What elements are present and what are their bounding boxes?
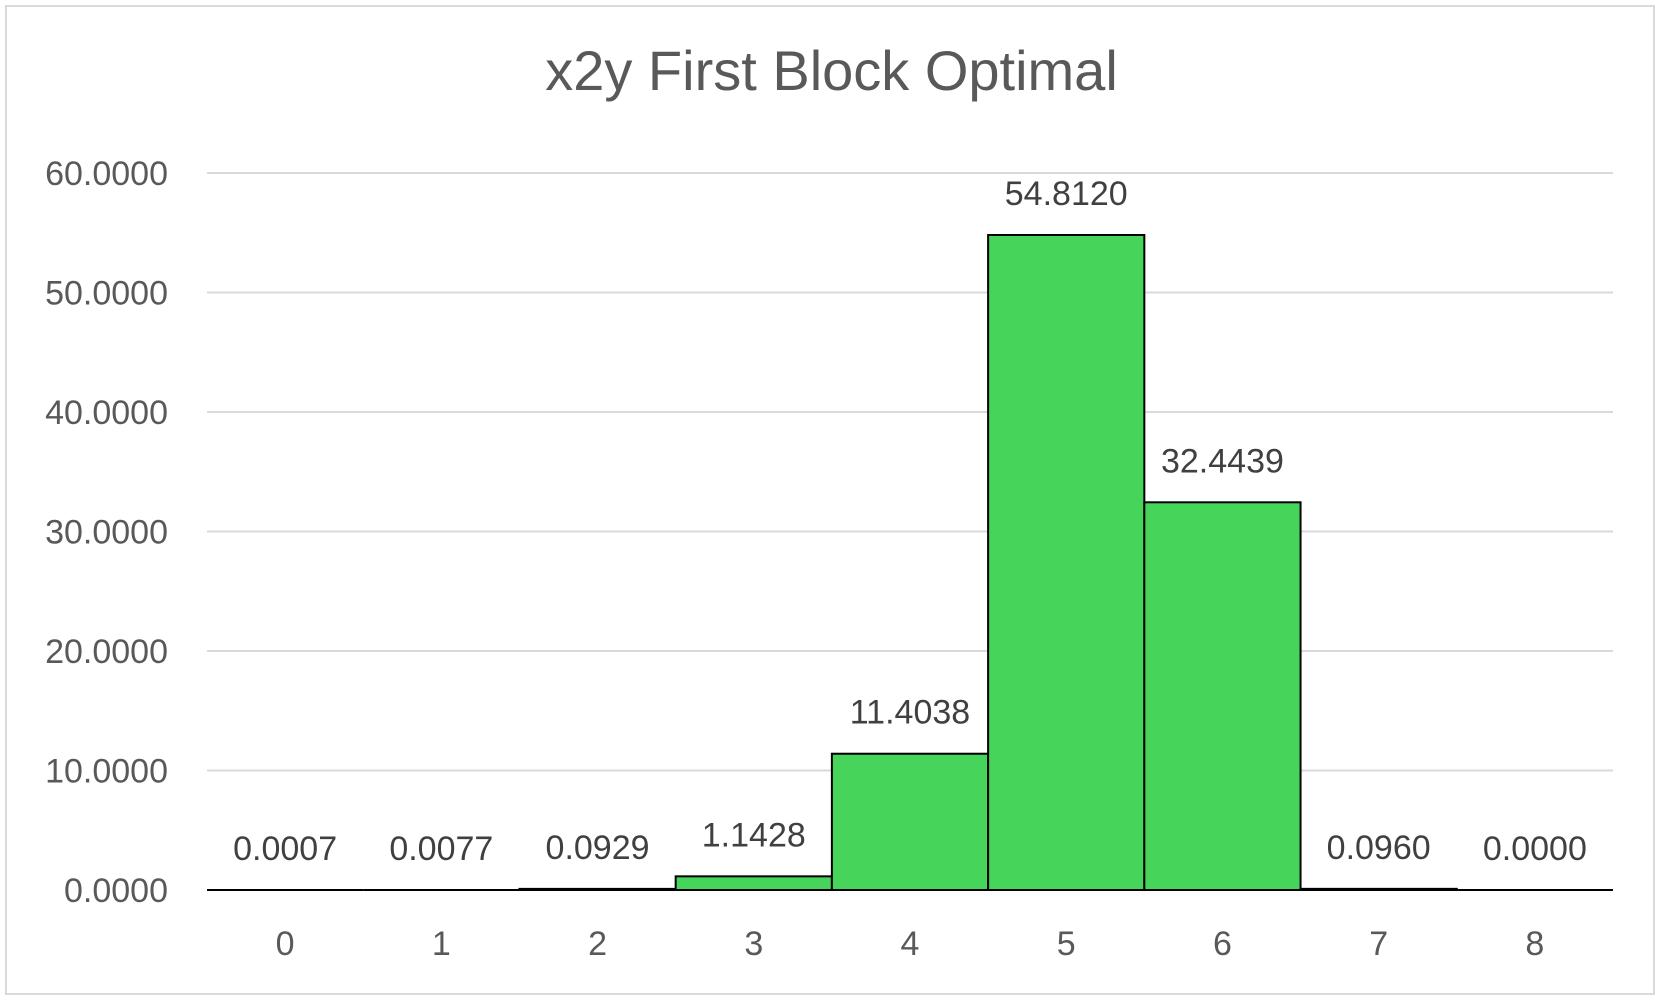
x-tick-label: 4 — [901, 925, 920, 963]
x-tick-label: 0 — [276, 925, 295, 963]
data-label: 54.8120 — [1005, 175, 1128, 213]
bar — [987, 233, 1146, 892]
bar — [1143, 501, 1302, 891]
x-tick-label: 7 — [1369, 925, 1388, 963]
bar — [1299, 887, 1458, 891]
chart-area — [5, 5, 1655, 995]
chart-title: x2y First Block Optimal — [545, 39, 1118, 102]
y-tick-label: 40.0000 — [45, 394, 168, 432]
x-tick-label: 2 — [588, 925, 607, 963]
bar — [674, 875, 833, 892]
y-tick-label: 60.0000 — [45, 155, 168, 193]
y-tick-label: 0.0000 — [64, 872, 168, 910]
x-tick-label: 3 — [744, 925, 763, 963]
y-tick-label: 50.0000 — [45, 275, 168, 313]
data-label: 0.0007 — [233, 830, 337, 868]
data-label: 11.4038 — [850, 694, 970, 732]
data-label: 1.1428 — [702, 816, 806, 854]
data-label: 0.0960 — [1327, 829, 1431, 867]
data-label: 32.4439 — [1161, 442, 1284, 480]
x-tick-label: 8 — [1525, 925, 1544, 963]
y-tick-label: 10.0000 — [45, 753, 168, 791]
x-tick-label: 6 — [1213, 925, 1232, 963]
data-label: 0.0000 — [1483, 830, 1587, 868]
y-tick-label: 20.0000 — [45, 633, 168, 671]
data-label: 0.0929 — [546, 829, 650, 867]
data-label: 0.0077 — [389, 830, 493, 868]
x-tick-label: 5 — [1057, 925, 1076, 963]
bar — [830, 752, 990, 892]
bar — [518, 887, 677, 891]
y-tick-label: 30.0000 — [45, 514, 168, 552]
x-tick-label: 1 — [432, 925, 451, 963]
